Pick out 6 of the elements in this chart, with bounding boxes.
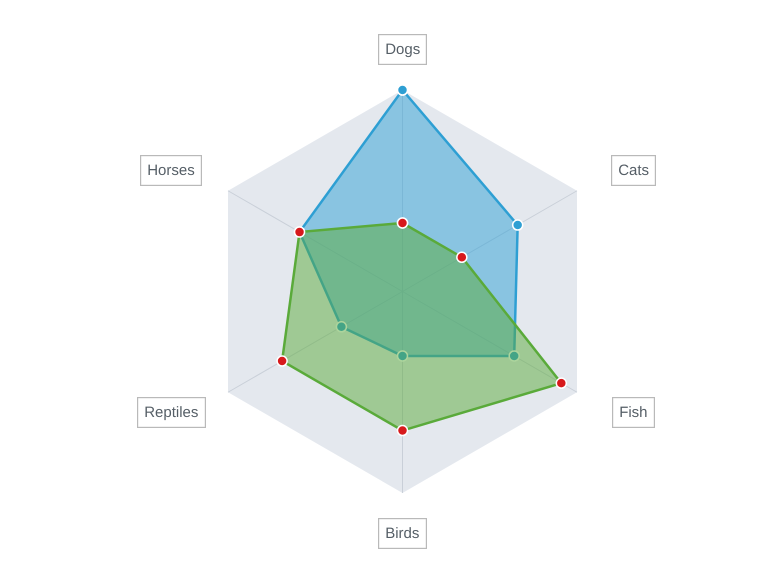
spoke-label: Horses xyxy=(147,162,195,180)
spoke-label: Fish xyxy=(619,404,648,422)
spoke-label: Cats xyxy=(618,162,650,180)
spoke-label: Reptiles xyxy=(144,404,198,422)
spoke-label: Birds xyxy=(385,525,420,542)
spoke-label: Dogs xyxy=(385,41,420,58)
